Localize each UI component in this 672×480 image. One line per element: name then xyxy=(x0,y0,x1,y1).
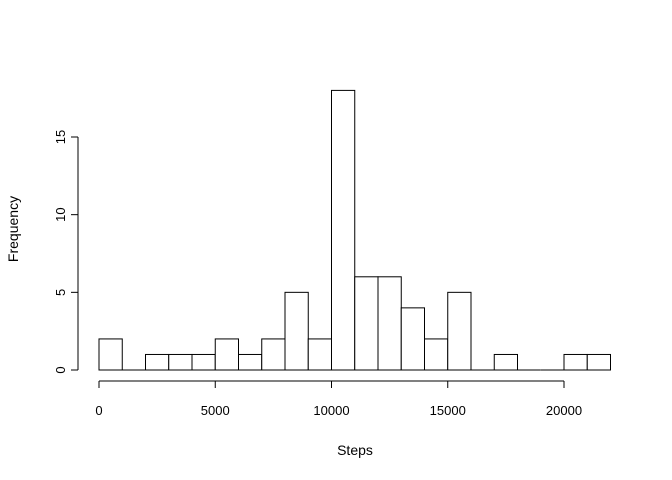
histogram-bar-0 xyxy=(98,338,123,371)
histogram-bar-8 xyxy=(284,291,309,371)
y-tick-label-0: 0 xyxy=(53,366,68,373)
histogram-bar-17 xyxy=(493,353,518,371)
x-tick-label-3: 15000 xyxy=(430,403,466,418)
histogram-bar-2 xyxy=(145,353,170,371)
histogram-bar-14 xyxy=(424,338,449,371)
x-tick-label-1: 5000 xyxy=(201,403,230,418)
x-axis: 0 5000 10000 15000 20000 xyxy=(95,380,582,418)
histogram-bar-5 xyxy=(214,338,239,371)
histogram-bar-3 xyxy=(168,353,193,371)
histogram-bar-4 xyxy=(191,353,216,371)
histogram-bar-20 xyxy=(563,353,588,371)
histogram-bar-12 xyxy=(377,276,402,371)
histogram-bar-9 xyxy=(307,338,332,371)
histogram-bar-6 xyxy=(238,353,263,371)
histogram-bar-10 xyxy=(331,89,356,371)
histogram-bar-15 xyxy=(447,291,472,371)
y-tick-label-2: 10 xyxy=(53,207,68,221)
y-tick-label-3: 15 xyxy=(53,130,68,144)
bars-group xyxy=(98,89,611,371)
y-axis-label: Frequency xyxy=(5,196,21,262)
histogram-bar-11 xyxy=(354,276,379,371)
x-tick-label-2: 10000 xyxy=(313,403,349,418)
x-tick-label-0: 0 xyxy=(95,403,102,418)
x-axis-label: Steps xyxy=(337,442,373,458)
histogram-bar-7 xyxy=(261,338,286,371)
y-axis: 0 5 10 15 xyxy=(53,130,79,374)
y-tick-label-1: 5 xyxy=(53,289,68,296)
histogram-bar-13 xyxy=(400,307,425,371)
x-tick-label-4: 20000 xyxy=(546,403,582,418)
histogram-bar-21 xyxy=(586,353,611,371)
